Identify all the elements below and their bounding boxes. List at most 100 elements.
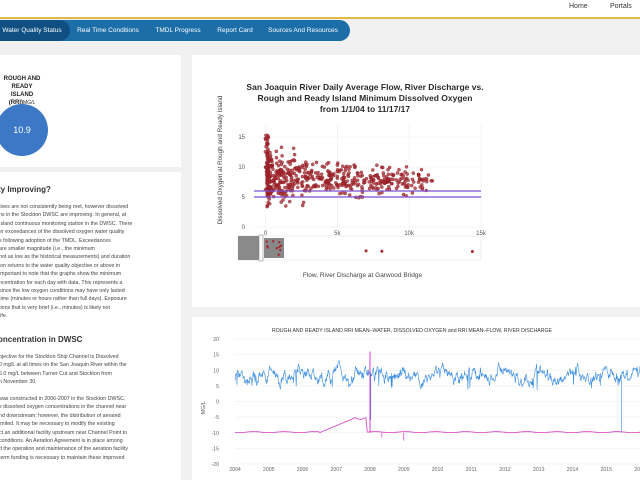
scatter-point	[345, 184, 349, 188]
scatter-point	[291, 184, 295, 189]
range-slider-point	[278, 248, 282, 252]
article-panel: ty Improving? tives are not consistently…	[0, 172, 181, 480]
scatter-point	[302, 171, 307, 175]
timeseries-x-tick: 2008	[364, 467, 376, 473]
scatter-point	[265, 142, 269, 147]
paragraph-3-line: s dissolved oxygen concentrations in the…	[0, 404, 127, 411]
scatter-point	[266, 161, 270, 165]
tab-report-card[interactable]: Report Card	[217, 27, 253, 34]
timeseries-y-tick: 0	[216, 400, 219, 406]
scatter-point	[272, 177, 276, 181]
timeseries-x-tick: 2010	[432, 467, 444, 473]
scatter-point	[280, 154, 284, 158]
paragraph-1-line: time (minutes or hours rather than full …	[0, 296, 127, 303]
scatter-point	[342, 171, 346, 176]
scatter-point	[381, 171, 386, 175]
paragraph-3-line: imited. It may be necessary to modify th…	[0, 421, 115, 428]
timeseries-chart[interactable]: ROUGH AND READY ISLAND RRI MEAN–WATER, D…	[192, 317, 640, 480]
tab-sources-and-resources[interactable]: Sources And Resources	[268, 27, 338, 34]
scatter-point	[300, 184, 305, 188]
scatter-point	[356, 174, 360, 178]
scatter-point	[429, 179, 433, 183]
scatter-point	[411, 180, 416, 184]
timeseries-x-tick: 2016	[634, 467, 640, 473]
scatter-point	[387, 187, 392, 191]
scatter-point	[359, 170, 364, 175]
scatter-point	[314, 160, 319, 165]
scatter-point	[292, 158, 296, 162]
paragraph-1-line: ncentration for each day with data. This…	[0, 279, 123, 286]
paragraph-3-line: nd downstream; however, the distribution…	[0, 412, 121, 419]
scatter-point	[291, 146, 296, 151]
do-value: 10.9	[13, 125, 31, 135]
timeseries-x-tick: 2012	[499, 467, 511, 473]
scatter-chart[interactable]: 0 5 10 15 0 5k 10k 15k Dissolved Oxygen at Rough…	[192, 55, 640, 307]
tab-real-time-conditions[interactable]: Real Time Conditions	[77, 27, 139, 34]
timeseries-y-tick: -10	[212, 431, 220, 437]
paragraph-1-line: er exceedances of the dissolved oxygen w…	[0, 229, 125, 236]
scatter-x-tick: 10k	[404, 231, 415, 237]
home-link[interactable]: Home	[569, 3, 588, 10]
scatter-point	[380, 165, 385, 170]
scatter-point	[360, 185, 364, 189]
scatter-point	[264, 172, 269, 177]
paragraph-3-line: d the operation and maintenance of the a…	[0, 446, 128, 453]
top-bar: Home Portals	[0, 0, 640, 19]
scatter-point	[325, 162, 329, 166]
tab-water-quality-status[interactable]: Water Quality Status	[0, 20, 70, 41]
scatter-point	[264, 165, 268, 170]
scatter-point	[301, 200, 306, 205]
scatter-point	[376, 176, 381, 180]
scatter-point	[349, 183, 353, 187]
scatter-point	[287, 199, 292, 204]
timeseries-y-tick: 15	[213, 353, 219, 359]
scatter-point	[370, 185, 375, 189]
portals-link[interactable]: Portals	[610, 3, 632, 10]
scatter-point	[334, 181, 338, 185]
scatter-point	[323, 180, 327, 185]
scatter-point	[338, 191, 342, 196]
article-paragraph-3: was constructed in 2006-2007 in the Stoc…	[0, 395, 181, 462]
scatter-point	[287, 170, 291, 175]
tab-tmdl-progress[interactable]: TMDL Progress	[155, 27, 201, 34]
range-slider-point	[265, 240, 268, 243]
scatter-point	[267, 178, 272, 182]
timeseries-x-tick: 2009	[398, 467, 410, 473]
scatter-point	[318, 176, 323, 180]
scatter-point	[356, 182, 361, 187]
scatter-point	[319, 172, 324, 176]
scatter-x-tick: 5k	[334, 231, 341, 237]
scatter-point	[300, 193, 304, 197]
scatter-x-tick: 15k	[476, 231, 487, 237]
article-heading-concentration: oncentration in DWSC	[0, 335, 83, 344]
scatter-point	[315, 175, 319, 180]
scatter-x-tick: 0	[264, 231, 268, 237]
scatter-point	[265, 176, 270, 180]
scatter-point	[335, 176, 340, 181]
paragraph-2-line: 0 mg/L at all times on the San Joaquin R…	[0, 362, 127, 369]
scatter-title-line-1: San Joaquin River Daily Average Flow, Ri…	[246, 82, 484, 92]
scatter-point	[386, 178, 390, 183]
scatter-point	[391, 177, 395, 182]
timeseries-y-label: MG/L	[201, 401, 207, 414]
scatter-point	[355, 171, 360, 175]
scatter-point	[377, 191, 381, 196]
scatter-point	[375, 172, 380, 177]
scatter-point	[276, 163, 281, 168]
scatter-title-line-3: from 1/1/04 to 11/17/17	[319, 104, 411, 114]
scatter-point	[369, 177, 374, 181]
scatter-point	[346, 174, 351, 179]
range-slider-mask-left	[238, 236, 260, 260]
scatter-point	[350, 178, 354, 183]
scatter-point	[379, 180, 383, 185]
do-value-gauge[interactable]: 10.9	[0, 104, 48, 156]
scatter-point	[332, 186, 336, 190]
scatter-point	[295, 181, 300, 185]
scatter-x-label: Flow, River Discharge at Garwood Bridge	[303, 272, 423, 279]
scatter-point	[274, 155, 279, 160]
range-slider-point	[266, 246, 269, 249]
scatter-point	[395, 171, 400, 175]
range-slider-point	[277, 253, 280, 256]
timeseries-y-tick: -5	[214, 415, 219, 421]
scatter-point	[310, 162, 315, 167]
